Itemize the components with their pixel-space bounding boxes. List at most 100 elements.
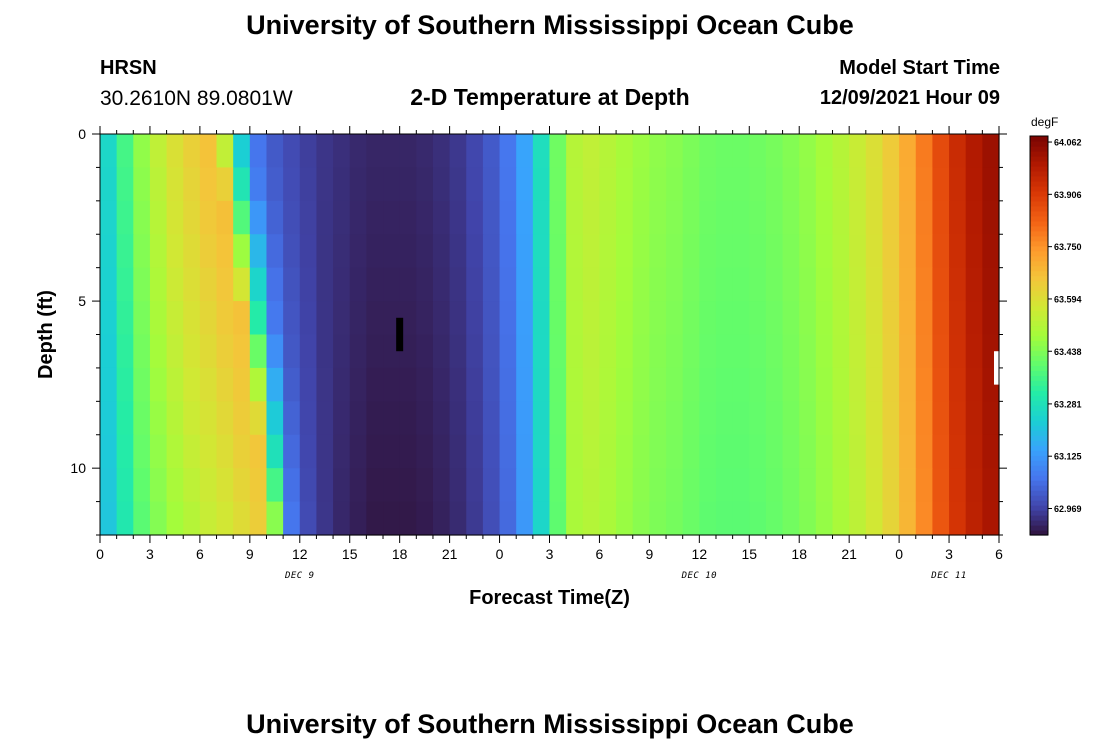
heatmap-markers (396, 317, 1001, 385)
heatmap-cell (815, 468, 834, 503)
colorbar-segment (1030, 210, 1048, 217)
y-tick-label: 10 (70, 460, 86, 476)
heatmap-cell (549, 134, 567, 169)
heatmap-cell (649, 301, 667, 336)
heatmap-cell (233, 200, 251, 235)
heatmap-cell (882, 234, 900, 269)
heatmap-cell (399, 401, 417, 436)
x-tick-label: 9 (246, 546, 254, 562)
heatmap-cell (715, 434, 734, 469)
heatmap-cell (183, 134, 201, 169)
colorbar-segment (1030, 250, 1048, 257)
heatmap-cell (266, 200, 284, 235)
heatmap-cell (932, 434, 950, 469)
heatmap-cell (616, 167, 634, 202)
heatmap-cell (100, 134, 118, 169)
heatmap-cell (949, 334, 967, 369)
heatmap-cell (699, 501, 717, 536)
colorbar-segment (1030, 190, 1048, 197)
heatmap-cell (982, 200, 1000, 235)
heatmap-cell (249, 200, 268, 235)
heatmap-cell (749, 234, 767, 269)
heatmap-cell (566, 468, 584, 503)
heatmap-cell (782, 167, 800, 202)
heatmap-cell (383, 401, 401, 436)
heatmap-cell (249, 134, 268, 169)
colorbar: degF 64.062 63.906 63.750 63.594 63.438 63.281… (1029, 115, 1082, 536)
heatmap-cell (283, 401, 301, 436)
heatmap-cell (499, 267, 517, 302)
heatmap-cell (649, 468, 667, 503)
heatmap-cell (849, 301, 867, 336)
heatmap-cell (333, 200, 351, 235)
heatmap-cell (666, 200, 684, 235)
heatmap-cell (982, 301, 1000, 336)
colorbar-segment (1030, 165, 1048, 172)
heatmap-cell (832, 134, 850, 169)
heatmap-cell (815, 134, 834, 169)
heatmap-cell (399, 434, 417, 469)
heatmap-cell (249, 367, 268, 402)
heatmap-cell (516, 200, 534, 235)
heatmap-cell (915, 167, 934, 202)
heatmap-cell (349, 434, 367, 469)
colorbar-segment (1030, 290, 1048, 297)
heatmap-cell (532, 401, 551, 436)
heatmap-cell (499, 134, 517, 169)
heatmap-cell (865, 200, 884, 235)
station-id: HRSN (100, 57, 157, 79)
colorbar-segment (1030, 155, 1048, 162)
heatmap-cell (516, 167, 534, 202)
colorbar-segment (1030, 415, 1048, 421)
model-start-value: 12/09/2021 Hour 09 (819, 87, 1000, 109)
heatmap-cell (566, 434, 584, 469)
heatmap-cell (765, 267, 784, 302)
colorbar-segment (1030, 370, 1048, 376)
heatmap-cell (166, 367, 184, 402)
heatmap-cell (116, 401, 134, 436)
heatmap-cell (499, 501, 517, 536)
heatmap-cell (183, 167, 201, 202)
heatmap-cell (949, 501, 967, 536)
heatmap-cell (299, 200, 318, 235)
heatmap-cell (732, 501, 750, 536)
heatmap-cell (383, 367, 401, 402)
heatmap-cell (432, 167, 451, 202)
heatmap-cell (965, 401, 983, 436)
heatmap-cell (965, 267, 983, 302)
heatmap-cell (832, 301, 850, 336)
heatmap-cell (532, 267, 551, 302)
heatmap-cell (666, 234, 684, 269)
heatmap-cell (266, 134, 284, 169)
heatmap-cell (649, 334, 667, 369)
colorbar-segment (1030, 335, 1048, 342)
heatmap-cell (932, 468, 950, 503)
heatmap-cell (466, 334, 484, 369)
heatmap-cell (782, 434, 800, 469)
colorbar-segment (1030, 270, 1048, 277)
heatmap-cell (133, 200, 151, 235)
heatmap-cell (566, 167, 584, 202)
heatmap-cell (466, 267, 484, 302)
heatmap-cell (432, 468, 451, 503)
heatmap-cell (982, 134, 1000, 169)
footer-title: University of Southern Mississippi Ocean… (246, 709, 854, 739)
heatmap-cell (616, 401, 634, 436)
heatmap-cell (599, 267, 617, 302)
heatmap-cell (432, 267, 451, 302)
x-tick-label: 6 (995, 546, 1003, 562)
heatmap-cell (715, 367, 734, 402)
colorbar-segment (1030, 265, 1048, 272)
heatmap-cell (682, 367, 700, 402)
heatmap-cell (666, 367, 684, 402)
colorbar-segment (1030, 395, 1048, 401)
heatmap-cell (832, 267, 850, 302)
heatmap-cell (316, 367, 334, 402)
heatmap-cell (815, 367, 834, 402)
heatmap-cell (316, 301, 334, 336)
heatmap-cell (549, 501, 567, 536)
heatmap-cell (432, 301, 451, 336)
heatmap-cell (116, 267, 134, 302)
heatmap-cell (749, 434, 767, 469)
heatmap-cell (399, 501, 417, 536)
